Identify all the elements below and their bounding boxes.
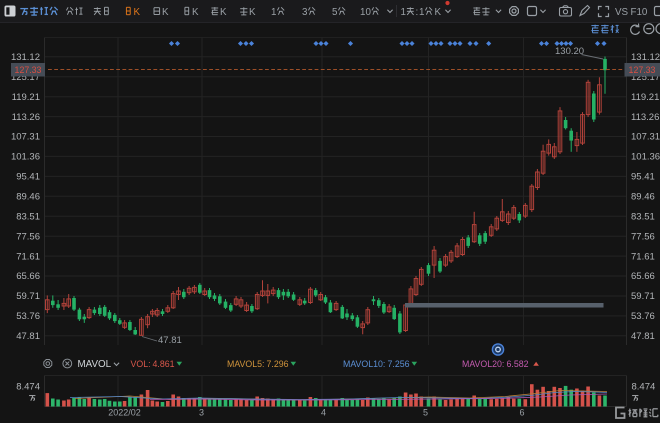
svg-text:125.17: 125.17 (631, 72, 660, 83)
svg-text:MAVOL: MAVOL (78, 359, 112, 370)
svg-text:7.256: 7.256 (388, 359, 410, 369)
svg-text:95.41: 95.41 (16, 172, 40, 183)
svg-text:2022/02: 2022/02 (108, 408, 141, 418)
svg-text:127.33: 127.33 (629, 65, 656, 75)
svg-text:47.81: 47.81 (631, 331, 655, 342)
svg-text:71.61: 71.61 (16, 251, 40, 262)
svg-text:131.12: 131.12 (631, 52, 660, 63)
svg-text:119.21: 119.21 (12, 92, 40, 103)
svg-text:8.474: 8.474 (632, 381, 656, 392)
svg-text:1: 1 (401, 7, 406, 18)
svg-text:89.46: 89.46 (16, 192, 40, 203)
svg-text:3: 3 (302, 7, 308, 18)
svg-text:83.51: 83.51 (16, 211, 40, 222)
svg-text:59.71: 59.71 (631, 291, 655, 302)
svg-text:8.474: 8.474 (16, 381, 40, 392)
svg-text:K: K (162, 7, 169, 18)
svg-text:MAVOL10:: MAVOL10: (343, 359, 385, 369)
svg-text:130.20: 130.20 (555, 46, 584, 57)
svg-text:VOL:: VOL: (131, 359, 151, 369)
svg-text:53.76: 53.76 (631, 311, 655, 322)
svg-text:107.31: 107.31 (11, 132, 40, 143)
svg-text:65.66: 65.66 (16, 271, 40, 282)
svg-text:89.46: 89.46 (631, 192, 655, 203)
svg-text:47.81: 47.81 (158, 335, 182, 346)
svg-text:K: K (435, 7, 442, 18)
svg-text:F10: F10 (631, 7, 648, 18)
svg-text:MAVOL5:: MAVOL5: (227, 359, 264, 369)
svg-text:71.61: 71.61 (631, 251, 655, 262)
svg-text:101.36: 101.36 (11, 152, 40, 163)
svg-text:113.26: 113.26 (631, 112, 659, 123)
svg-text:53.76: 53.76 (16, 311, 40, 322)
svg-text:83.51: 83.51 (631, 211, 655, 222)
svg-text:1: 1 (419, 7, 424, 18)
svg-text:3: 3 (199, 408, 204, 418)
svg-text:VS: VS (615, 7, 629, 18)
svg-text:6.582: 6.582 (507, 359, 529, 369)
svg-text:K: K (192, 7, 199, 18)
svg-text:K: K (220, 7, 227, 18)
svg-text:101.36: 101.36 (631, 152, 660, 163)
svg-text:77.56: 77.56 (631, 231, 655, 242)
svg-text:5: 5 (332, 7, 338, 18)
svg-text:4: 4 (321, 408, 326, 418)
svg-text:MAVOL20:: MAVOL20: (462, 359, 504, 369)
svg-text:47.81: 47.81 (16, 331, 40, 342)
svg-text:127.33: 127.33 (15, 65, 42, 75)
svg-text:77.56: 77.56 (16, 231, 40, 242)
svg-text:59.71: 59.71 (16, 291, 40, 302)
svg-text:125.17: 125.17 (11, 72, 40, 83)
svg-text:113.26: 113.26 (12, 112, 40, 123)
svg-text:10: 10 (360, 7, 371, 18)
svg-text:65.66: 65.66 (631, 271, 655, 282)
svg-text:4.861: 4.861 (153, 359, 175, 369)
svg-text:5: 5 (423, 408, 428, 418)
svg-text:131.12: 131.12 (11, 52, 40, 63)
svg-text:6: 6 (519, 408, 524, 418)
svg-text:119.21: 119.21 (631, 92, 659, 103)
svg-text:7.296: 7.296 (267, 359, 289, 369)
svg-text:107.31: 107.31 (631, 132, 660, 143)
svg-text::: : (416, 7, 419, 18)
svg-text:K: K (134, 7, 141, 18)
svg-text:95.41: 95.41 (631, 172, 655, 183)
svg-text:K: K (249, 7, 256, 18)
svg-text:1: 1 (271, 7, 276, 18)
